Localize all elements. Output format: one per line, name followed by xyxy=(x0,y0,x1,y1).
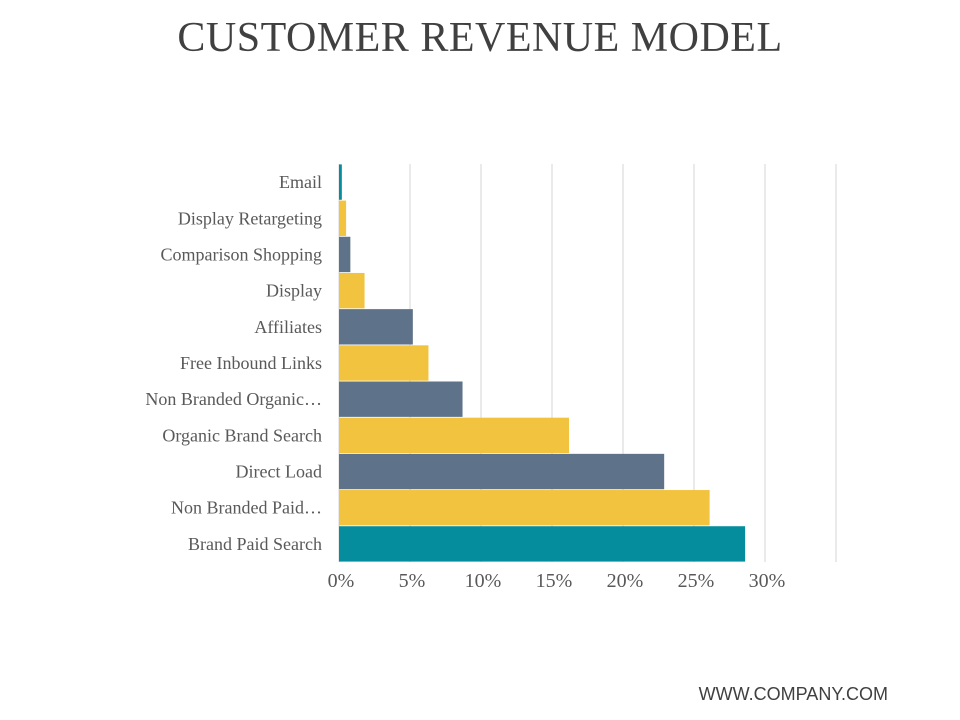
bars xyxy=(339,164,746,562)
x-tick-label: 20% xyxy=(607,570,644,592)
category-label: Free Inbound Links xyxy=(180,353,322,373)
x-tick-label: 10% xyxy=(465,570,502,592)
category-label: Organic Brand Search xyxy=(162,425,322,445)
category-label: Display xyxy=(266,281,322,301)
bar-10 xyxy=(339,490,710,526)
category-label: Non Branded Paid… xyxy=(171,498,322,518)
bar-4 xyxy=(339,272,365,309)
bar-11 xyxy=(339,526,746,562)
x-tick-label: 0% xyxy=(328,570,355,592)
category-label: Display Retargeting xyxy=(178,208,322,228)
category-label: Direct Load xyxy=(236,462,322,482)
category-label: Brand Paid Search xyxy=(188,534,322,554)
bar-1 xyxy=(339,164,342,200)
category-label: Non Branded Organic… xyxy=(145,389,322,409)
bar-5 xyxy=(339,309,413,345)
footer-website: WWW.COMPANY.COM xyxy=(698,684,888,704)
bar-2 xyxy=(339,200,347,236)
bar-3 xyxy=(339,236,351,273)
bar-9 xyxy=(339,453,665,490)
category-label: Affiliates xyxy=(254,317,322,337)
category-label: Email xyxy=(279,172,322,192)
bar-8 xyxy=(339,417,570,454)
x-tick-label: 15% xyxy=(536,570,573,592)
bar-6 xyxy=(339,345,429,381)
tick-labels: 0% 5% 10% 15% 20% 25% 30% xyxy=(328,570,786,592)
x-tick-label: 5% xyxy=(399,570,426,592)
x-tick-label: 30% xyxy=(749,570,786,592)
category-label: Comparison Shopping xyxy=(160,244,322,264)
bar-7 xyxy=(339,381,463,417)
x-tick-label: 25% xyxy=(678,570,715,592)
slide-title: CUSTOMER REVENUE MODEL xyxy=(177,15,783,61)
category-labels: Email Display Retargeting Comparison Shopp… xyxy=(145,172,322,554)
